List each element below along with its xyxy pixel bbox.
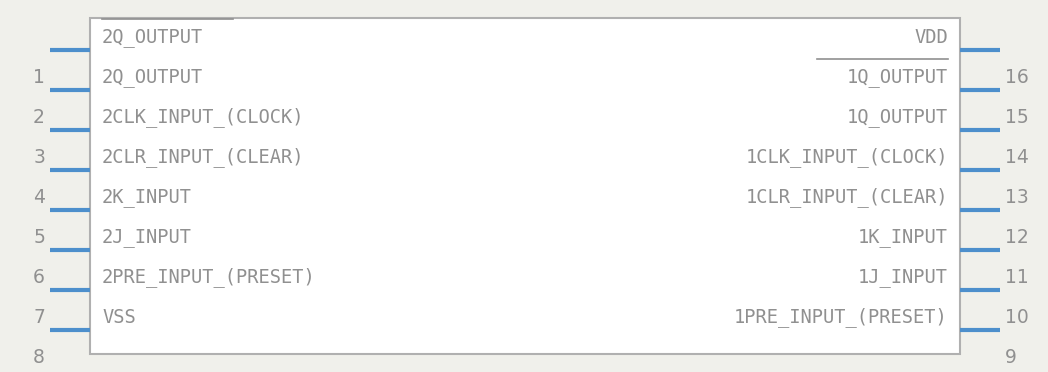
Text: 1Q_OUTPUT: 1Q_OUTPUT	[847, 68, 948, 87]
Text: 2CLK_INPUT_(CLOCK): 2CLK_INPUT_(CLOCK)	[102, 107, 305, 127]
Text: 2PRE_INPUT_(PRESET): 2PRE_INPUT_(PRESET)	[102, 267, 315, 287]
Text: 4: 4	[32, 188, 45, 207]
Text: VDD: VDD	[914, 28, 948, 47]
Text: 1J_INPUT: 1J_INPUT	[858, 268, 948, 287]
Text: 8: 8	[34, 348, 45, 367]
Text: 12: 12	[1005, 228, 1029, 247]
Text: 2J_INPUT: 2J_INPUT	[102, 228, 192, 247]
Text: 10: 10	[1005, 308, 1029, 327]
Text: 13: 13	[1005, 188, 1029, 207]
Text: 7: 7	[34, 308, 45, 327]
Text: 1K_INPUT: 1K_INPUT	[858, 228, 948, 247]
Text: 1CLK_INPUT_(CLOCK): 1CLK_INPUT_(CLOCK)	[745, 147, 948, 167]
Text: 1PRE_INPUT_(PRESET): 1PRE_INPUT_(PRESET)	[735, 307, 948, 327]
Text: 5: 5	[34, 228, 45, 247]
Text: 1Q_OUTPUT: 1Q_OUTPUT	[847, 108, 948, 127]
Text: 15: 15	[1005, 108, 1029, 127]
Text: 1CLR_INPUT_(CLEAR): 1CLR_INPUT_(CLEAR)	[745, 187, 948, 207]
Text: 2Q_OUTPUT: 2Q_OUTPUT	[102, 28, 203, 47]
Text: 16: 16	[1005, 68, 1029, 87]
Text: 1: 1	[34, 68, 45, 87]
Text: 6: 6	[34, 268, 45, 287]
Text: 2CLR_INPUT_(CLEAR): 2CLR_INPUT_(CLEAR)	[102, 147, 305, 167]
Text: 2K_INPUT: 2K_INPUT	[102, 188, 192, 207]
Text: 3: 3	[34, 148, 45, 167]
Text: 14: 14	[1005, 148, 1029, 167]
Text: 11: 11	[1005, 268, 1029, 287]
Text: 2: 2	[34, 108, 45, 127]
Text: 2Q_OUTPUT: 2Q_OUTPUT	[102, 68, 203, 87]
Text: VSS: VSS	[102, 308, 136, 327]
Bar	[90, 18, 960, 354]
Text: 9: 9	[1005, 348, 1017, 367]
